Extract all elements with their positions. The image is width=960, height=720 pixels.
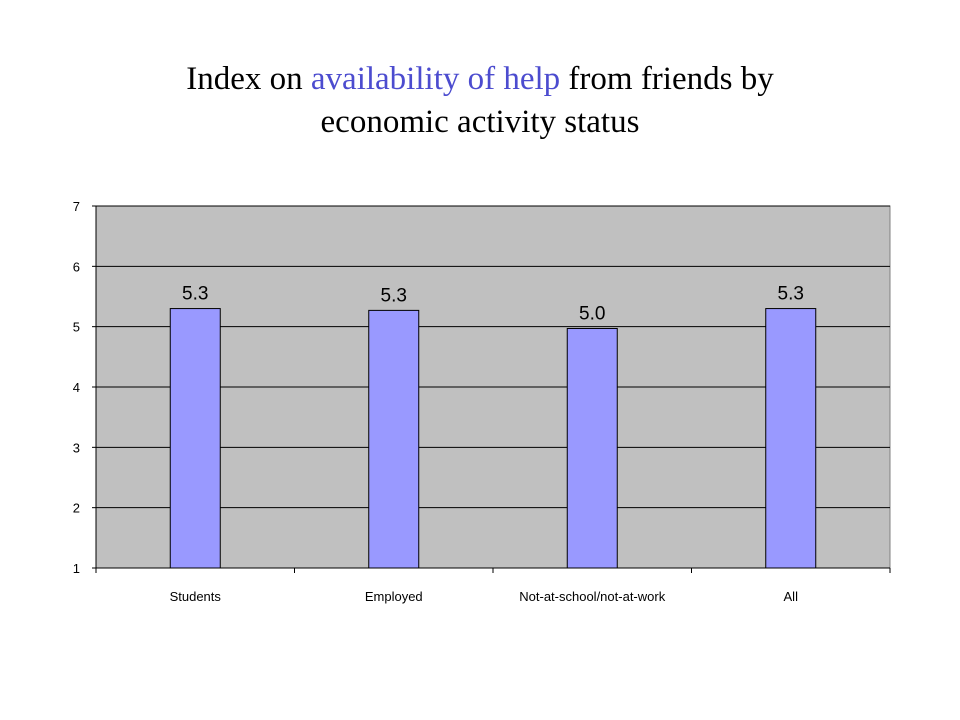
bar <box>566 327 618 569</box>
title-part-1: Index on <box>186 61 311 97</box>
y-tick-label: 5 <box>73 320 80 335</box>
title-part-2: from friends by <box>560 61 774 97</box>
chart-title: Index on availability of help from frien… <box>80 58 880 144</box>
y-tick-label: 4 <box>73 380 80 395</box>
data-label: 5.0 <box>579 303 605 324</box>
data-label: 5.3 <box>778 284 804 305</box>
x-tick-label: All <box>784 589 799 604</box>
bar <box>368 309 420 569</box>
y-tick-label: 7 <box>73 199 80 214</box>
bar <box>169 308 221 569</box>
x-tick-label: Students <box>170 589 222 604</box>
y-tick-label: 3 <box>73 440 80 455</box>
x-tick-label: Employed <box>365 589 423 604</box>
title-highlight: availability of help <box>310 61 561 97</box>
data-label: 5.3 <box>182 284 208 305</box>
y-tick-label: 2 <box>73 501 80 516</box>
x-tick-label: Not-at-school/not-at-work <box>519 589 665 604</box>
y-tick-label: 1 <box>73 561 80 576</box>
y-tick-label: 6 <box>73 259 80 274</box>
data-label: 5.3 <box>381 285 407 306</box>
title-line-2: economic activity status <box>320 104 640 140</box>
bar <box>765 308 817 569</box>
